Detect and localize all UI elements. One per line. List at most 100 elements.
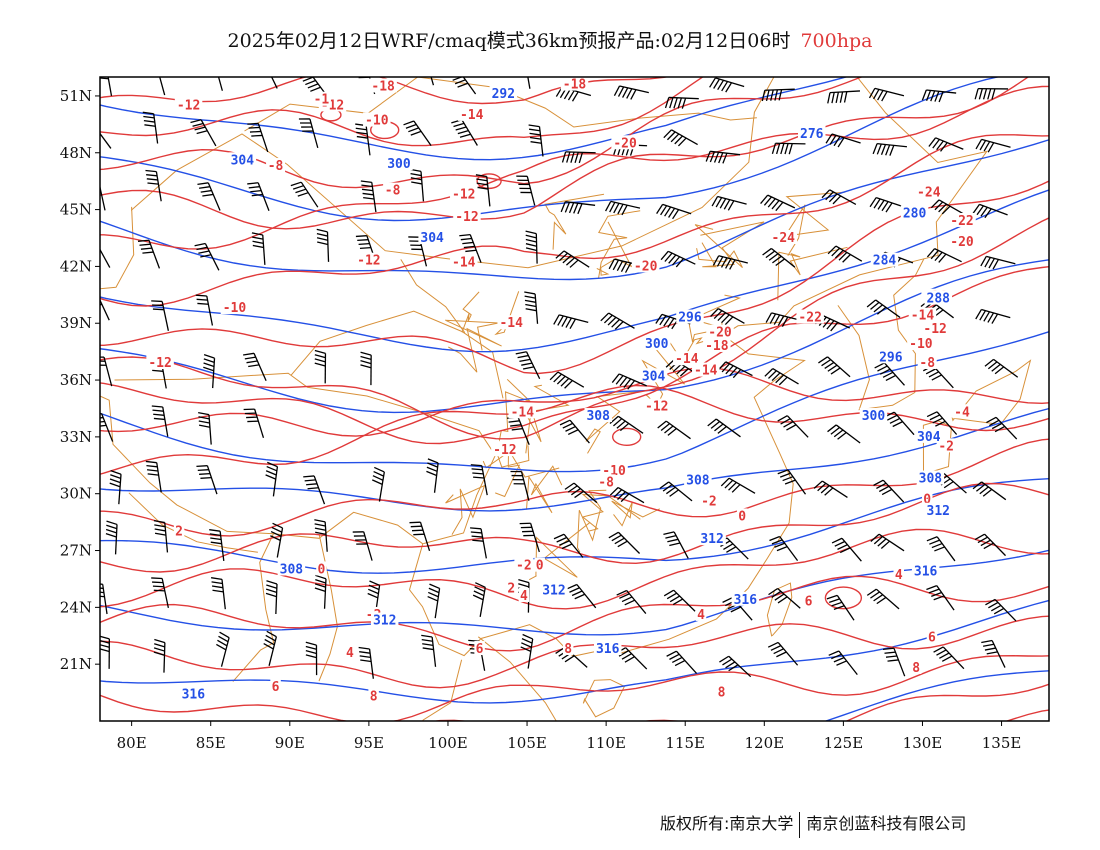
wind-barb [974, 87, 1009, 100]
wind-barb [777, 469, 807, 495]
wind-barb [872, 142, 908, 156]
wind-barb [298, 118, 319, 149]
temperature-label: -2 [938, 439, 954, 454]
temperature-label-bg [921, 491, 933, 506]
wind-barb [656, 203, 692, 220]
lat-label: 36N [60, 371, 92, 389]
wind-barb [828, 650, 858, 676]
lon-label: 120E [745, 734, 785, 752]
wind-barb [527, 77, 531, 89]
temperature-contour-ring [824, 586, 863, 610]
wind-barb [608, 531, 641, 554]
temperature-label-bg [917, 355, 937, 370]
temperature-label-bg [907, 336, 935, 351]
wind-barb [247, 182, 270, 211]
lat-label: 33N [60, 428, 92, 446]
wind-barb [403, 120, 432, 146]
temperature-contour [100, 482, 1049, 573]
boundary-line [114, 372, 496, 545]
copyright-text: 版权所有:南京大学 [660, 814, 794, 833]
temperature-contour-ring [611, 427, 642, 446]
wind-barb [813, 480, 848, 498]
temperature-label-bg [600, 462, 628, 477]
geopotential-label: 308 [586, 409, 610, 424]
temperature-contour-ring [476, 173, 502, 190]
geopotential-label-bg [798, 125, 826, 140]
temperature-label-bg [803, 593, 814, 608]
wind-barb [760, 194, 796, 212]
wind-barb [609, 415, 644, 434]
lat-label: 48N [60, 144, 92, 162]
wind-barb [975, 138, 1011, 153]
axis-layer: 80E 85E 90E 95E 100E 105E 110E 115E 120E 125E 130E… [60, 87, 1022, 752]
temperature-label-bg [505, 580, 517, 595]
wind-barb [818, 356, 851, 378]
temperature-label-bg [695, 606, 707, 621]
lon-label: 115E [665, 734, 705, 752]
wind-barb [663, 531, 689, 559]
wind-barb [506, 416, 530, 445]
temperature-label-bg [173, 523, 185, 538]
wind-barb [869, 196, 905, 213]
boundary-line [128, 492, 258, 553]
boundary-line [445, 484, 486, 535]
temperature-label: 0 [318, 562, 326, 577]
wind-barb [564, 482, 598, 504]
temperature-label-bg [450, 186, 478, 201]
wind-barb [985, 598, 1017, 622]
wind-barb [470, 527, 487, 559]
wind-barb [109, 469, 122, 505]
wind-barb [314, 349, 327, 384]
geopotential-label: 280 [903, 206, 927, 221]
temperature-label-bg [518, 587, 530, 602]
geopotential-contour [823, 670, 1049, 721]
wind-barb [720, 477, 756, 494]
temperature-label-bg [534, 557, 545, 572]
temperature-label: -4 [954, 405, 970, 420]
temperature-label-bg [596, 474, 616, 489]
geopotential-label-bg [731, 591, 760, 606]
lat-label: 45N [60, 201, 92, 219]
temperature-label: 2 [175, 525, 183, 540]
wind-barb [360, 351, 372, 386]
wind-barb [705, 150, 741, 164]
geopotential-label-bg [179, 686, 208, 701]
company-text: 南京创蓝科技有限公司 [806, 814, 967, 833]
wind-barb [611, 373, 647, 390]
wind-barb [560, 201, 596, 215]
lat-label: 42N [60, 257, 92, 275]
temperature-label: -14 [460, 108, 484, 123]
temperature-label-bg [915, 184, 943, 199]
temperature-label: -12 [357, 254, 380, 269]
geopotential-label: 300 [862, 409, 886, 424]
wind-barb [355, 123, 371, 156]
boundary-line [445, 319, 521, 373]
contour-label-layer: -12-8-12-18-1-10-8 -12-12-12-10-12-14-18-… [146, 77, 976, 704]
wind-barb [711, 195, 747, 211]
footer: 版权所有:南京大学 南京创蓝科技有限公司 [660, 810, 966, 838]
wind-barb [984, 358, 1019, 378]
temperature-label: 4 [697, 608, 705, 623]
wind-barb [777, 415, 809, 438]
temperature-label-bg [692, 362, 720, 377]
wind-barb [605, 200, 641, 216]
wind-barb [316, 228, 330, 262]
temperature-label: -12 [148, 356, 171, 371]
temperature-label-bg [699, 493, 719, 508]
wind-barb [265, 461, 279, 497]
temperature-label-bg [514, 557, 534, 572]
temperature-label-bg [631, 258, 660, 273]
temperature-label-bg [266, 158, 286, 173]
wind-barb [926, 585, 955, 611]
temperature-label: -18 [563, 78, 587, 93]
wind-barb [151, 405, 169, 437]
wind-barb [549, 371, 585, 389]
geopotential-label: 316 [182, 687, 206, 702]
temperature-contour [100, 575, 1049, 652]
wind-barb [197, 182, 221, 211]
wind-barb [270, 77, 278, 89]
title-text: 2025年02月12日WRF/cmaq模式36km预报产品:02月12日06时 [227, 30, 791, 52]
temperature-contour [431, 683, 1049, 721]
wind-barb [761, 88, 795, 102]
temperature-label-bg [220, 300, 249, 315]
